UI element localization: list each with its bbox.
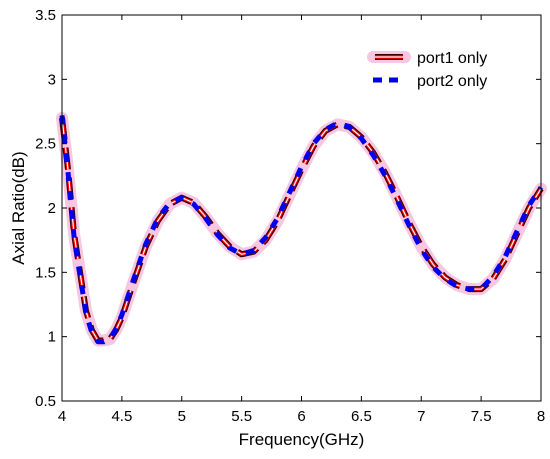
y-tick-label: 1.5: [35, 264, 56, 281]
y-tick-label: 0.5: [35, 393, 56, 410]
ticks-layer: 4 4.5 5 5.5 6 6.5 7 7.5 8 0.5 1 1.5 2 2.5 3 3.5: [35, 7, 545, 425]
x-tick-label: 6.5: [351, 408, 372, 425]
y-tick-label: 3.5: [35, 7, 56, 24]
y-tick-label: 2: [48, 200, 56, 217]
x-axis-label: Frequency(GHz): [239, 430, 365, 449]
y-tick-label: 3: [48, 71, 56, 88]
y-axis-label: Axial Ratio(dB): [9, 151, 28, 264]
y-tick-label: 1: [48, 329, 56, 346]
plot-area: [62, 15, 541, 401]
y-tick-label: 2.5: [35, 136, 56, 153]
x-tick-label: 4: [58, 408, 66, 425]
x-tick-label: 5.5: [231, 408, 252, 425]
x-tick-label: 7.5: [471, 408, 492, 425]
x-tick-label: 7: [417, 408, 425, 425]
x-tick-label: 6: [297, 408, 305, 425]
x-tick-label: 8: [537, 408, 545, 425]
x-tick-label: 4.5: [111, 408, 132, 425]
legend-label-port1: port1 only: [417, 50, 487, 67]
x-tick-label: 5: [178, 408, 186, 425]
legend: port1 only port2 only: [367, 50, 487, 90]
legend-label-port2: port2 only: [417, 73, 487, 90]
series-port2-line: [59, 115, 544, 345]
series-layer: [56, 111, 547, 347]
